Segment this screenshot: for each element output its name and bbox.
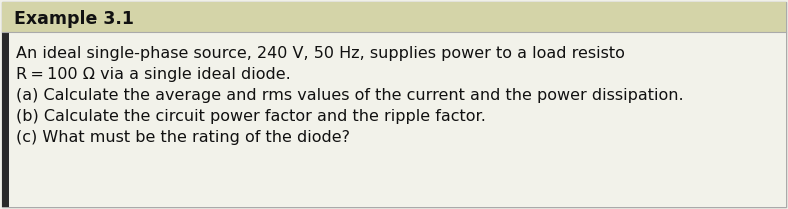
- Bar: [2, 2, 786, 32]
- Text: Example 3.1: Example 3.1: [14, 9, 134, 28]
- Text: R = 100 Ω via a single ideal diode.: R = 100 Ω via a single ideal diode.: [16, 67, 291, 82]
- Bar: [2, 32, 9, 207]
- Text: (b) Calculate the circuit power factor and the ripple factor.: (b) Calculate the circuit power factor a…: [16, 109, 486, 124]
- Text: An ideal single-phase source, 240 V, 50 Hz, supplies power to a load resisto: An ideal single-phase source, 240 V, 50 …: [16, 46, 625, 61]
- Bar: [2, 32, 786, 207]
- Text: (c) What must be the rating of the diode?: (c) What must be the rating of the diode…: [16, 130, 350, 145]
- Text: (a) Calculate the average and rms values of the current and the power dissipatio: (a) Calculate the average and rms values…: [16, 88, 684, 103]
